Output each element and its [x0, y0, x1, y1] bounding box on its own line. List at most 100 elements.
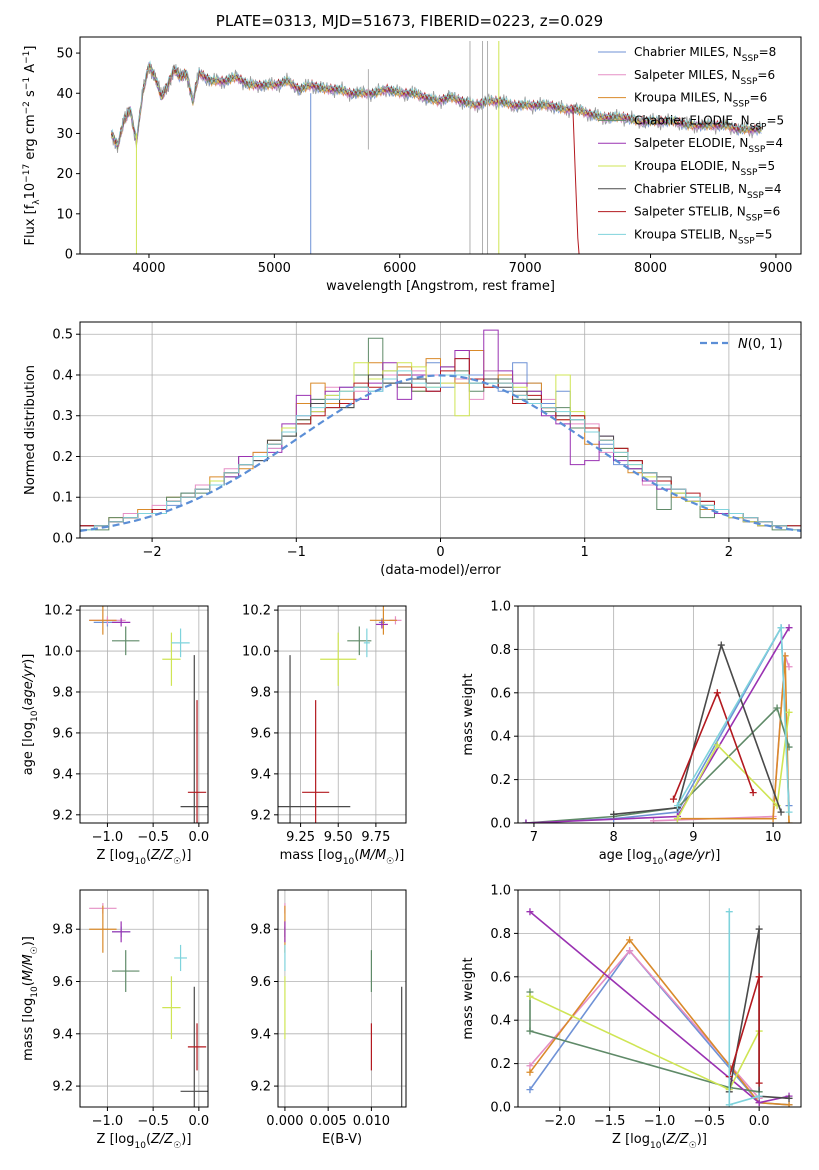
plus-marker [725, 908, 733, 916]
axes-frame [277, 889, 407, 1108]
x-axis-label: Z [log10(Z/Z☉)] [97, 1132, 192, 1151]
chart-mass-vs-ebv: 0.000 0.005 0.010 9.2 9.4 9.6 9.8 E(B-V) [250, 889, 407, 1147]
x-tick-label: 9 [689, 830, 697, 845]
y-axis-label: Flux [fλ10−17 erg cm−2 s−1 A−1] [22, 46, 42, 246]
y-tick-label: 9.6 [250, 726, 271, 741]
plot-area [518, 890, 801, 1107]
plus-marker [713, 689, 721, 697]
x-tick-label: 10 [765, 830, 782, 845]
plus-marker [673, 815, 681, 823]
mass-weight-line [613, 642, 782, 816]
x-tick-label: 0.0 [749, 1114, 770, 1129]
x-tick-label: 9.50 [324, 830, 353, 845]
x-tick-label: −0.5 [137, 1114, 169, 1129]
x-tick-label: 7000 [509, 261, 542, 276]
axes-frame [79, 889, 209, 1108]
y-tick-label: 9.2 [250, 1080, 271, 1095]
plot-area [110, 41, 763, 254]
y-tick-label: 0.5 [52, 328, 73, 343]
y-tick-label: 10.2 [44, 604, 73, 619]
y-tick-label: 9.8 [250, 685, 271, 700]
legend-entry: Chabrier STELIB, NSSP=4 [634, 182, 782, 201]
y-tick-label: 10.0 [44, 645, 73, 660]
y-axis-label: mass [log10(M/M☉)] [21, 936, 40, 1061]
x-axis-label: wavelength [Angstrom, rest frame] [326, 279, 555, 294]
x-tick-label: 9.25 [286, 830, 315, 845]
x-tick-label: −1.0 [644, 1114, 676, 1129]
plot-area [278, 606, 406, 823]
axes-frame [79, 605, 209, 824]
plus-marker [785, 663, 793, 671]
histogram-step [80, 370, 801, 538]
y-tick-label: 9.4 [250, 1027, 271, 1042]
x-tick-label: 6000 [383, 261, 416, 276]
x-tick-label: 7 [530, 830, 538, 845]
y-tick-label: 9.4 [52, 767, 73, 782]
y-tick-label: 9.8 [52, 685, 73, 700]
x-tick-label: 2 [725, 545, 733, 560]
y-tick-label: 10 [56, 207, 73, 222]
normal-curve [80, 374, 801, 532]
mass-weight-line [677, 655, 790, 823]
y-tick-label: 0.3 [52, 409, 73, 424]
plus-marker [673, 802, 681, 810]
y-tick-label: 0.6 [490, 970, 511, 985]
y-tick-label: 1.0 [490, 884, 511, 899]
chart-mass-weight-vs-age: 7 8 9 10 0.0 0.2 0.4 0.6 0.8 1.0 age [log10(age/yr… [461, 600, 802, 867]
plus-marker [785, 808, 793, 816]
y-tick-label: 9.2 [52, 808, 73, 823]
chart-age-vs-mass: 9.25 9.50 9.75 9.2 9.4 9.6 9.8 10.0 10.2 mass [lo… [242, 604, 407, 867]
plus-marker [526, 1068, 534, 1076]
plus-marker [526, 992, 534, 1000]
y-axis-label: mass weight [461, 673, 476, 755]
x-tick-label: 8000 [634, 261, 667, 276]
x-tick-label: 9.75 [361, 830, 390, 845]
legend-entry: Chabrier MILES, NSSP=8 [634, 45, 776, 64]
y-tick-label: 0 [65, 248, 73, 263]
axes-frame [79, 36, 802, 255]
y-tick-label: 9.8 [52, 923, 73, 938]
y-axis-label: age [log10(age/yr)] [21, 654, 40, 776]
x-tick-label: 5000 [258, 261, 291, 276]
plus-marker [626, 936, 634, 944]
y-tick-label: 9.4 [250, 767, 271, 782]
y-tick-label: 0.2 [490, 1057, 511, 1072]
legend-entry: Kroupa ELODIE, NSSP=5 [634, 159, 775, 178]
legend-entry: N(0, 1) [738, 337, 783, 352]
plus-marker [785, 624, 793, 632]
x-tick-label: 0.005 [310, 1114, 347, 1129]
plus-marker [713, 741, 721, 749]
plus-marker [725, 1101, 733, 1107]
y-tick-label: 0.4 [52, 368, 73, 383]
spectrum-drop [572, 105, 580, 254]
plot-area [518, 606, 801, 823]
chart-residual-histogram: −2 −1 0 1 2 0.0 0.1 0.2 0.3 0.4 0.5 (data-model)/er… [23, 321, 802, 578]
plus-marker [777, 624, 785, 632]
y-tick-label: 1.0 [490, 600, 511, 615]
y-tick-label: 9.6 [52, 975, 73, 990]
x-axis-label: age [log10(age/yr)] [599, 848, 721, 867]
plus-marker [769, 815, 777, 823]
plus-marker [785, 708, 793, 716]
x-axis-label: (data-model)/error [380, 563, 501, 578]
legend-entry: Chabrier ELODIE, NSSP=5 [634, 113, 784, 132]
y-tick-label: 0.0 [490, 817, 511, 832]
y-tick-label: 0.2 [52, 450, 73, 465]
plus-marker [526, 1062, 534, 1070]
x-tick-label: −0.5 [694, 1114, 726, 1129]
legend-entry: Salpeter STELIB, NSSP=6 [634, 205, 780, 224]
x-axis-label: Z [log10(Z/Z☉)] [97, 848, 192, 867]
plus-marker [777, 808, 785, 816]
y-tick-label: 50 [56, 47, 73, 62]
x-axis-label: Z [log10(Z/Z☉)] [612, 1132, 707, 1151]
x-tick-label: −1 [287, 545, 306, 560]
plus-marker [785, 1101, 793, 1107]
legend: N(0, 1) [700, 337, 783, 352]
legend-entry: Salpeter ELODIE, NSSP=4 [634, 136, 783, 155]
chart-mass-vs-z: −1.0 −0.5 0.0 9.2 9.4 9.6 9.8 Z [log10(Z/Z☉)] ma… [21, 889, 209, 1151]
y-tick-label: 10.0 [242, 645, 271, 660]
x-tick-label: 0 [436, 545, 444, 560]
x-tick-label: 0.010 [353, 1114, 390, 1129]
plus-marker [610, 810, 618, 818]
legend: Chabrier MILES, NSSP=8 Salpeter MILES, NS… [598, 45, 784, 246]
